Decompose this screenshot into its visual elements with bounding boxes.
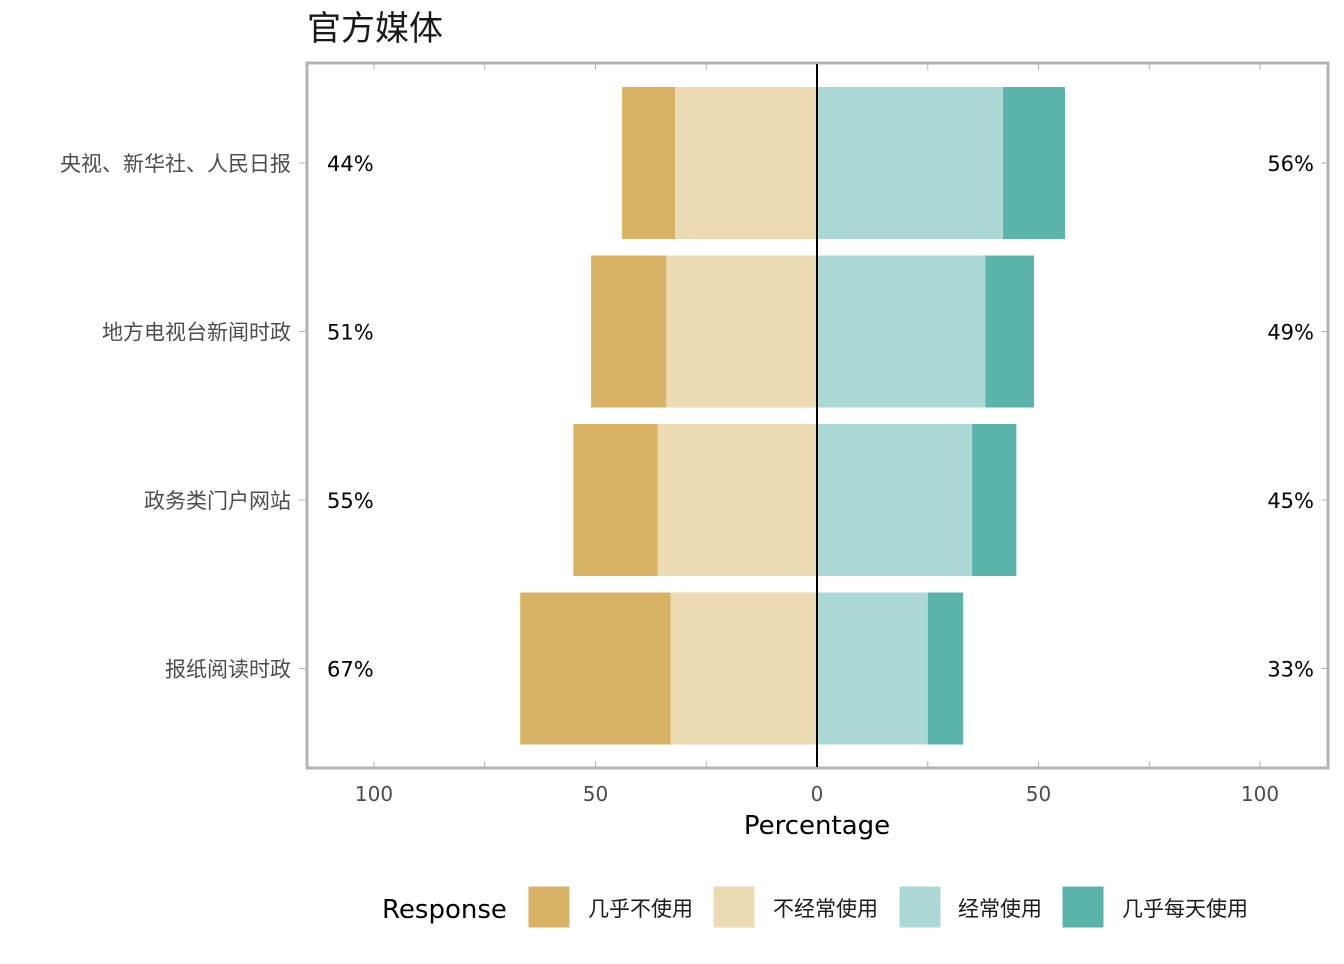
bar-segment	[675, 87, 817, 239]
left-percent-label: 44%	[327, 152, 374, 176]
left-percent-label: 51%	[327, 321, 374, 345]
right-percent-label: 45%	[1267, 489, 1314, 513]
bar-segment	[817, 255, 986, 408]
left-percent-label: 55%	[327, 489, 374, 513]
legend-label: 几乎不使用	[588, 897, 693, 921]
right-percent-label: 33%	[1267, 658, 1314, 682]
bar-segment	[817, 87, 1004, 239]
x-axis-title: Percentage	[744, 811, 890, 841]
bar-segment	[1003, 87, 1066, 239]
legend-label: 经常使用	[958, 897, 1042, 921]
bar-segment	[622, 87, 676, 239]
bar-segment	[573, 424, 658, 576]
x-tick-label: 100	[355, 782, 393, 806]
right-percent-label: 56%	[1267, 152, 1314, 176]
x-tick-label: 0	[811, 782, 824, 806]
legend-label: 几乎每天使用	[1122, 897, 1248, 921]
x-tick-label: 50	[1026, 782, 1051, 806]
bar-segment	[657, 424, 817, 576]
bar-segment	[666, 255, 817, 408]
legend-title: Response	[382, 895, 507, 925]
bar-segment	[927, 592, 964, 745]
bar-segment	[670, 592, 817, 745]
legend-key	[898, 885, 942, 929]
x-tick-label: 100	[1241, 782, 1279, 806]
right-percent-label: 49%	[1267, 321, 1314, 345]
legend-key	[712, 885, 756, 929]
bar-segment	[985, 255, 1035, 408]
category-label: 报纸阅读时政	[165, 658, 291, 682]
category-label: 政务类门户网站	[144, 489, 291, 513]
bar-segment	[591, 255, 667, 408]
x-tick-label: 50	[583, 782, 608, 806]
category-label: 央视、新华社、人民日报	[60, 152, 291, 176]
category-label: 地方电视台新闻时政	[102, 321, 291, 345]
bar-segment	[520, 592, 671, 745]
left-percent-label: 67%	[327, 658, 374, 682]
bar-segment	[817, 424, 973, 576]
bar-segment	[817, 592, 928, 745]
bar-segment	[972, 424, 1017, 576]
legend-key	[527, 885, 571, 929]
legend-label: 不经常使用	[773, 897, 878, 921]
legend-key	[1061, 885, 1105, 929]
chart-title: 官方媒体	[307, 9, 443, 49]
